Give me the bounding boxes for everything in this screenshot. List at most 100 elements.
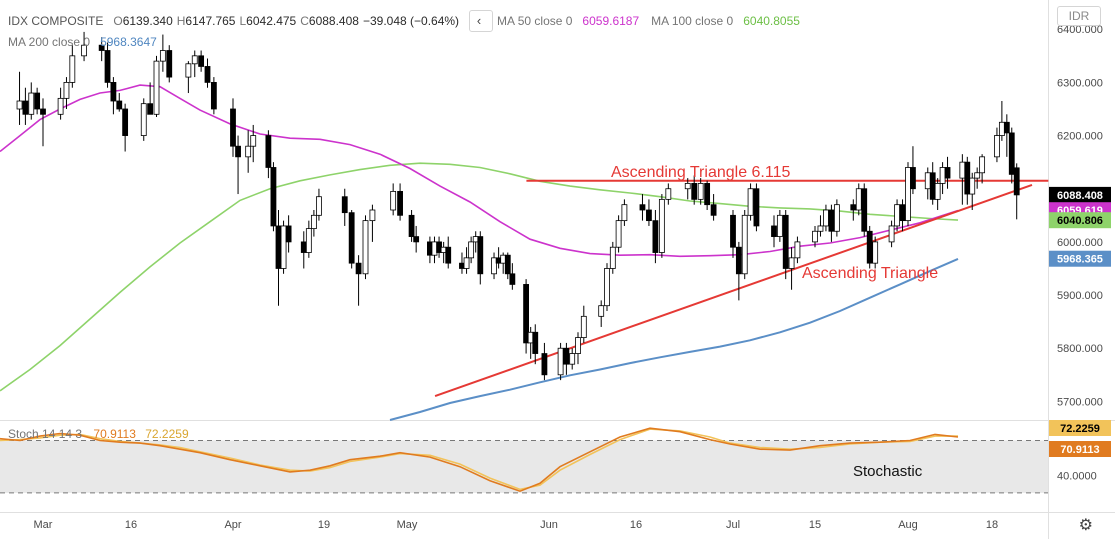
price-badge-label: 5968.365 bbox=[1057, 254, 1103, 266]
ascending-trendline bbox=[434, 183, 1033, 398]
candle bbox=[684, 178, 691, 200]
candle bbox=[147, 82, 154, 115]
candle-body bbox=[185, 63, 192, 78]
candle-body bbox=[532, 331, 539, 354]
candle-body bbox=[563, 347, 570, 365]
candle-body bbox=[1008, 132, 1015, 175]
candle bbox=[16, 71, 23, 125]
candle bbox=[866, 225, 873, 269]
ma100-line bbox=[0, 162, 959, 392]
candle bbox=[63, 77, 70, 109]
open-label: O bbox=[113, 14, 123, 28]
candle-body bbox=[16, 100, 23, 110]
collapse-legend-button[interactable]: ‹ bbox=[469, 10, 494, 32]
price-tick-label: 6400.000 bbox=[1057, 24, 1103, 36]
candle bbox=[905, 162, 911, 226]
price-tick-label: 5900.000 bbox=[1057, 290, 1103, 302]
candle-body bbox=[275, 225, 282, 269]
candle bbox=[341, 188, 348, 226]
candle-body bbox=[782, 214, 789, 269]
ma100-label: MA 100 close 0 bbox=[651, 14, 734, 28]
candle-body bbox=[894, 204, 900, 227]
candle-body bbox=[665, 188, 672, 200]
high-label: H bbox=[176, 14, 186, 28]
candle-body bbox=[1003, 121, 1010, 134]
price-badge: 6088.408 bbox=[1049, 186, 1111, 203]
stoch-tick-label: 40.0000 bbox=[1057, 470, 1097, 482]
candle bbox=[828, 204, 835, 242]
candle bbox=[81, 31, 87, 62]
symbol-name: IDX COMPOSITE bbox=[8, 14, 104, 28]
candle bbox=[316, 188, 322, 221]
currency-selector[interactable]: IDR bbox=[1057, 6, 1101, 26]
time-tick-label: Mar bbox=[34, 519, 53, 531]
candle-body bbox=[828, 209, 835, 232]
candle-body bbox=[905, 167, 911, 222]
candle-body bbox=[153, 60, 160, 115]
candle-body bbox=[615, 220, 622, 248]
candle-body bbox=[855, 188, 862, 211]
candle bbox=[850, 199, 857, 221]
candle-body bbox=[408, 214, 415, 237]
candle bbox=[959, 154, 966, 205]
candle-body bbox=[300, 241, 307, 253]
stoch-badge-label: 72.2259 bbox=[1060, 423, 1100, 435]
time-tick-label: 15 bbox=[809, 519, 821, 531]
candle bbox=[974, 167, 981, 189]
candle bbox=[929, 162, 936, 205]
candle bbox=[776, 210, 783, 242]
candle-body bbox=[730, 214, 736, 248]
candle bbox=[710, 194, 717, 221]
candle bbox=[639, 194, 646, 221]
time-tick-label: May bbox=[397, 519, 418, 531]
candle bbox=[280, 220, 287, 274]
candle bbox=[788, 247, 795, 290]
candle bbox=[658, 194, 665, 258]
candle bbox=[697, 178, 704, 205]
candle bbox=[888, 220, 895, 248]
candle bbox=[204, 58, 211, 88]
candle bbox=[305, 220, 312, 258]
low-label: L bbox=[239, 14, 247, 28]
candle-body bbox=[28, 92, 35, 115]
candle-body bbox=[390, 190, 397, 211]
candle bbox=[735, 241, 742, 301]
chevron-left-icon: ‹ bbox=[476, 13, 482, 28]
candle bbox=[509, 263, 516, 290]
candle bbox=[116, 93, 123, 112]
candle bbox=[477, 231, 484, 285]
stoch-legend: Stoch 14 14 3 70.9113 72.2259 bbox=[8, 427, 189, 441]
candle-body bbox=[850, 204, 857, 211]
ohlc-legend: IDX COMPOSITE O 6139.340 H 6147.765 L 6042.… bbox=[8, 10, 804, 32]
candle-body bbox=[210, 82, 217, 110]
candle bbox=[569, 348, 576, 370]
price-tick-label: 6200.000 bbox=[1057, 131, 1103, 143]
candle-body bbox=[658, 198, 665, 253]
candle-body bbox=[230, 108, 236, 147]
candle-body bbox=[110, 82, 117, 102]
settings-gear-icon[interactable]: ⚙ bbox=[1078, 517, 1093, 534]
candle-body bbox=[413, 236, 420, 243]
candle bbox=[998, 101, 1005, 141]
candle-body bbox=[944, 167, 951, 179]
ma200-label: MA 200 close 0 bbox=[8, 35, 91, 49]
candle bbox=[823, 204, 829, 232]
candle-body bbox=[910, 167, 916, 190]
price-badge-bg bbox=[1049, 186, 1111, 203]
candle bbox=[541, 342, 548, 381]
candle bbox=[1008, 127, 1015, 184]
candle bbox=[270, 162, 277, 232]
candle-body bbox=[509, 273, 516, 285]
candle-body bbox=[609, 246, 616, 269]
stoch-badge: 70.9113 bbox=[1049, 441, 1111, 457]
candle-body bbox=[833, 204, 840, 232]
candle-body bbox=[646, 209, 652, 222]
candle-body bbox=[974, 172, 981, 179]
candle bbox=[235, 135, 241, 195]
candle bbox=[369, 204, 376, 242]
candle bbox=[782, 210, 789, 280]
candle bbox=[166, 45, 173, 83]
candle-body bbox=[747, 188, 754, 216]
candle bbox=[57, 87, 64, 120]
